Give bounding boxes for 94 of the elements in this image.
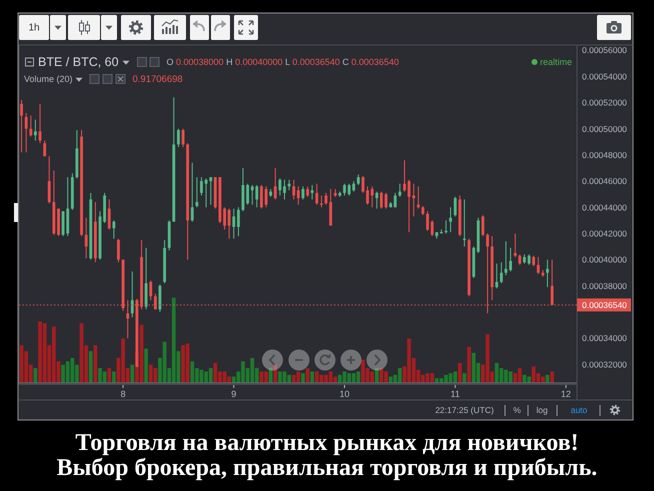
text: 1h (28, 22, 40, 33)
candlestick (20, 99, 23, 153)
bar (94, 345, 98, 382)
y-tick-label: 0.00052000 (582, 98, 628, 108)
bar (472, 352, 476, 382)
y-tick-label: 0.00032000 (582, 359, 628, 370)
candlestick (532, 255, 536, 267)
candlestick (62, 210, 64, 237)
candlestick (324, 192, 328, 206)
x-tick-label: 11 (450, 389, 460, 399)
text: auto (570, 405, 588, 415)
y-tick-label: 0.00034000 (582, 333, 628, 344)
candlestick (237, 206, 240, 237)
candlestick (398, 183, 402, 198)
chart-title: Volume (20) (24, 74, 73, 84)
bar (301, 373, 305, 382)
candlestick (38, 103, 42, 144)
candlestick (306, 186, 310, 198)
bar (34, 368, 38, 382)
bar (494, 363, 499, 382)
candlestick (250, 184, 254, 206)
candlestick (546, 259, 549, 288)
candlestick (481, 214, 484, 237)
bar (112, 371, 116, 382)
y-tick-label: 0.00038000 (582, 280, 628, 291)
candlestick (430, 220, 434, 237)
bar (296, 371, 300, 382)
candlestick (43, 140, 46, 157)
candlestick (149, 280, 152, 301)
x-tick-label: 9 (231, 389, 236, 399)
bar (388, 376, 393, 382)
y-tick-label: 0.00042000 (582, 228, 628, 238)
annotation: O 0.00038000 H 0.00040000 L 0.00036540 C 0.00036540 (166, 57, 399, 67)
candlestick (352, 180, 356, 192)
candlestick (416, 186, 420, 210)
candlestick (426, 210, 429, 232)
bar (250, 358, 254, 382)
x-tick-label: 8 (120, 389, 126, 399)
candlestick (34, 119, 37, 142)
candlestick (117, 238, 120, 263)
candlestick (449, 206, 452, 233)
y-tick-label: 0.00048000 (582, 150, 628, 160)
y-tick-label: 0.00056000 (582, 45, 628, 56)
y-tick-label: 0.00044000 (582, 202, 628, 212)
candlestick (302, 186, 304, 200)
bar (130, 364, 134, 382)
bar (550, 371, 554, 382)
bar (518, 368, 522, 382)
bar (356, 371, 360, 382)
text: log (536, 405, 548, 415)
bar (467, 346, 471, 382)
bar (374, 368, 379, 382)
bar (398, 368, 402, 382)
y-tick-label: 0.00046000 (582, 176, 628, 186)
bar (458, 363, 462, 382)
candlestick (158, 284, 162, 313)
text: BTE / BTC, 60 (38, 55, 119, 69)
candlestick (518, 254, 522, 266)
bar (107, 368, 112, 382)
x-tick-label: 12 (560, 389, 571, 399)
bar (352, 373, 356, 382)
bar (306, 368, 310, 382)
ref-line-label: 0.00036540 (582, 300, 628, 310)
candlestick (112, 220, 116, 240)
candlestick (182, 128, 184, 148)
text: Торговля на валютных рынках для новичков! (75, 430, 579, 456)
bar (273, 364, 278, 382)
x-tick-label: 10 (339, 389, 350, 399)
candlestick (500, 262, 503, 284)
text: % (513, 405, 522, 415)
candlestick (144, 247, 148, 310)
text: 22:17:25 (UTC) (435, 405, 494, 415)
bar (310, 371, 314, 382)
text: Выбор брокера, правильная торговля и прибыль. (56, 455, 598, 481)
bar (88, 351, 93, 382)
candlestick (24, 112, 28, 153)
y-tick-label: 0.00050000 (582, 124, 628, 134)
y-tick-label: 0.00040000 (582, 254, 628, 265)
bar (268, 368, 273, 382)
y-tick-label: 0.00054000 (582, 71, 628, 82)
candlestick (29, 115, 32, 138)
bar (546, 374, 550, 382)
candlestick (196, 176, 198, 208)
candlestick (394, 192, 397, 208)
annotation: realtime (540, 57, 572, 67)
candlestick (462, 198, 466, 248)
bar (292, 374, 296, 382)
bar (462, 373, 466, 382)
annotation: 0.91706698 (132, 74, 183, 84)
candlestick (288, 179, 291, 191)
candlestick (209, 176, 212, 206)
bar (144, 348, 148, 382)
candlestick (177, 128, 180, 148)
candlestick (421, 205, 424, 216)
